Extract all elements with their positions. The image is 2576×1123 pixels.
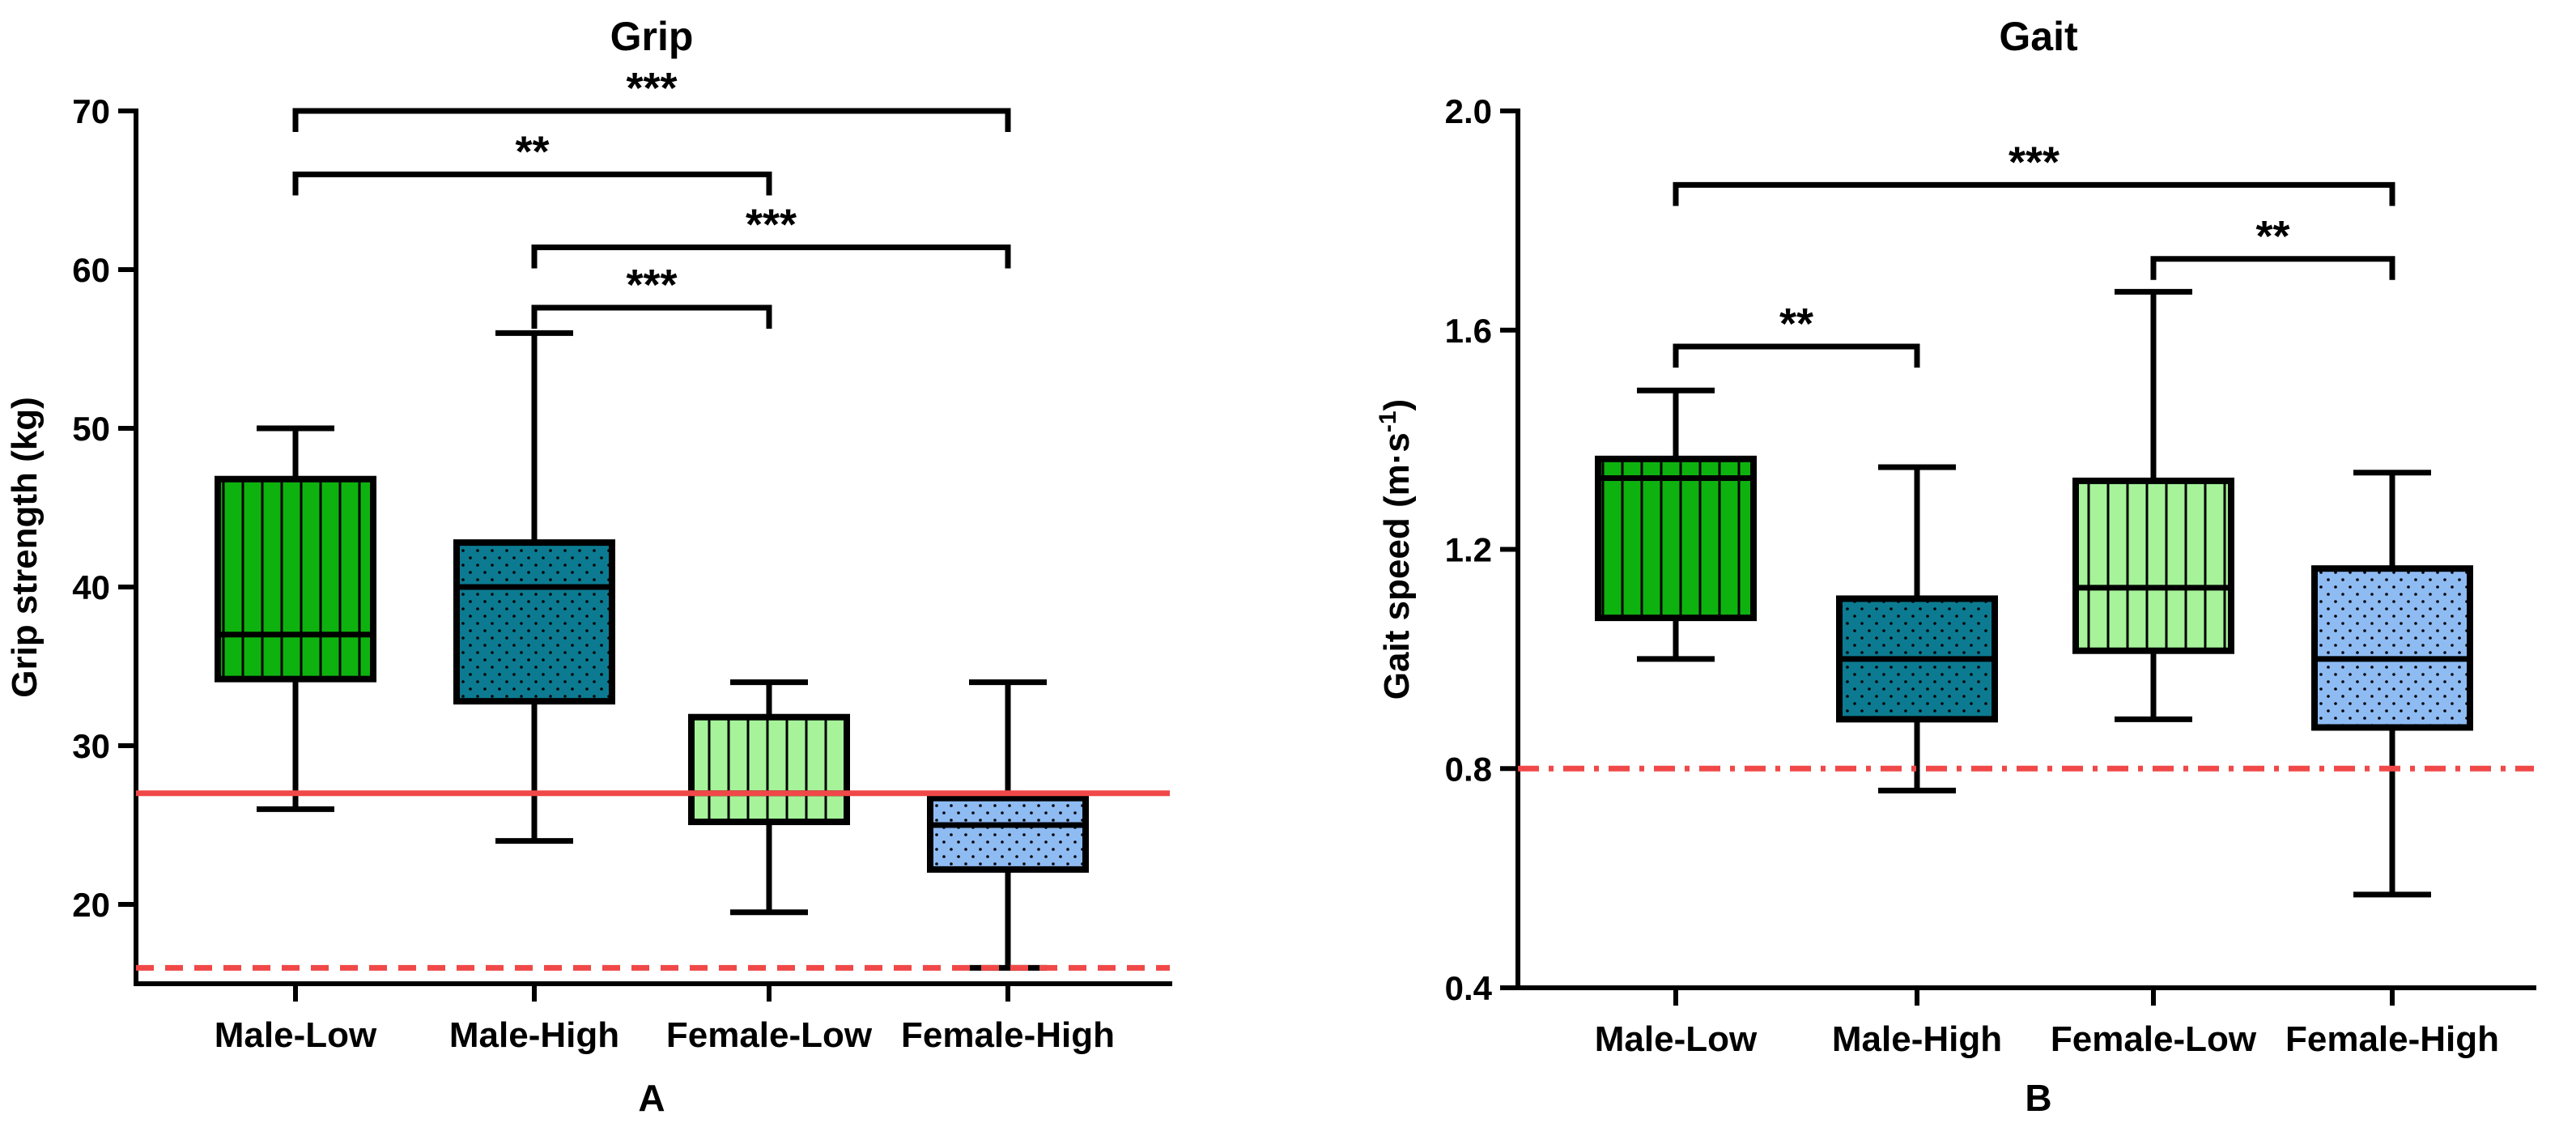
box-pattern xyxy=(2076,480,2231,651)
box-female-high xyxy=(927,679,1089,971)
box-male-high xyxy=(1836,464,1998,793)
box-pattern xyxy=(1598,458,1753,619)
x-tick-label: Male-High xyxy=(1832,1019,2002,1059)
box-pattern xyxy=(457,542,612,702)
x-tick-label: Male-High xyxy=(449,1015,619,1055)
x-tick-label: Female-High xyxy=(2285,1019,2499,1059)
significance-label: ** xyxy=(1779,300,1813,348)
y-tick-label: 20 xyxy=(72,886,110,924)
box-male-low xyxy=(1595,387,1757,662)
x-tick-label: Female-Low xyxy=(666,1015,873,1055)
y-axis-label-close: ) xyxy=(1377,399,1417,411)
significance-bracket: ** xyxy=(292,127,772,196)
box-male-high xyxy=(453,330,615,844)
box-outline xyxy=(453,539,615,705)
y-tick-label: 1.6 xyxy=(1445,312,1492,350)
box-outline xyxy=(2072,477,2234,654)
significance-bracket: ** xyxy=(2150,212,2395,280)
box-outline xyxy=(2311,565,2473,731)
box-pattern xyxy=(930,798,1086,870)
y-axis-label: Grip strength (kg) xyxy=(5,397,45,698)
y-tick-label: 2.0 xyxy=(1445,92,1492,130)
panel-b: Gait 0.4 0.8 1.2 1.6 2.0 Gait speed (m·s-1) Mal… xyxy=(1375,14,2536,1119)
box-outline xyxy=(1595,455,1757,622)
significance-label: *** xyxy=(626,261,677,309)
y-axis-label: Gait speed (m·s-1) xyxy=(1375,399,1417,700)
box-outline xyxy=(927,794,1089,873)
panel-a: Grip 20 30 40 50 60 70 Grip strength (kg) Male-L… xyxy=(5,14,1172,1119)
x-tick-label: Female-Low xyxy=(2051,1019,2257,1059)
box-female-high xyxy=(2311,470,2473,898)
y-tick-label: 30 xyxy=(72,727,110,765)
bracket-line xyxy=(531,245,1011,269)
x-tick-label: Male-Low xyxy=(215,1015,377,1055)
y-tick-label: 1.2 xyxy=(1445,531,1492,569)
y-tick-label: 0.8 xyxy=(1445,750,1492,788)
y-axis-label-main: Grip strength (kg) xyxy=(5,397,45,698)
box-outline xyxy=(688,713,850,826)
bracket-line xyxy=(1673,343,1920,368)
y-axis-label-main: Gait speed (m·s xyxy=(1377,432,1417,700)
significance-label: *** xyxy=(626,64,677,113)
y-axis-label-superscript: -1 xyxy=(1375,410,1401,432)
significance-label: *** xyxy=(746,201,797,249)
bracket-line xyxy=(1673,181,2395,206)
bracket-line xyxy=(292,108,1011,132)
significance-label: ** xyxy=(515,127,549,176)
panel-letter: B xyxy=(2025,1077,2051,1119)
significance-label: ** xyxy=(2255,212,2289,261)
box-pattern xyxy=(218,479,373,679)
significance-bracket: ** xyxy=(1673,300,1920,368)
y-tick-label: 70 xyxy=(72,92,110,130)
box-outline xyxy=(215,475,376,683)
panel-letter: A xyxy=(638,1077,665,1119)
significance-bracket: *** xyxy=(531,201,1011,269)
box-male-low xyxy=(215,425,376,812)
chart-title: Gait xyxy=(1999,14,2078,59)
x-tick-label: Female-High xyxy=(901,1015,1115,1055)
y-tick-label: 0.4 xyxy=(1445,969,1493,1007)
bracket-line xyxy=(531,304,772,330)
chart-title: Grip xyxy=(610,14,694,59)
box-pattern xyxy=(691,717,847,823)
significance-bracket: *** xyxy=(531,261,772,330)
bracket-line xyxy=(292,171,772,196)
x-tick-label: Male-Low xyxy=(1595,1019,1758,1059)
box-female-low xyxy=(688,679,850,916)
significance-bracket: *** xyxy=(292,64,1011,132)
y-tick-label: 60 xyxy=(72,251,110,289)
significance-label: *** xyxy=(2009,138,2060,186)
y-tick-label: 50 xyxy=(72,410,110,448)
significance-bracket: *** xyxy=(1673,138,2395,206)
box-female-low xyxy=(2072,288,2234,722)
y-tick-label: 40 xyxy=(72,568,110,606)
box-pattern xyxy=(2315,568,2470,728)
bracket-line xyxy=(2150,256,2395,280)
